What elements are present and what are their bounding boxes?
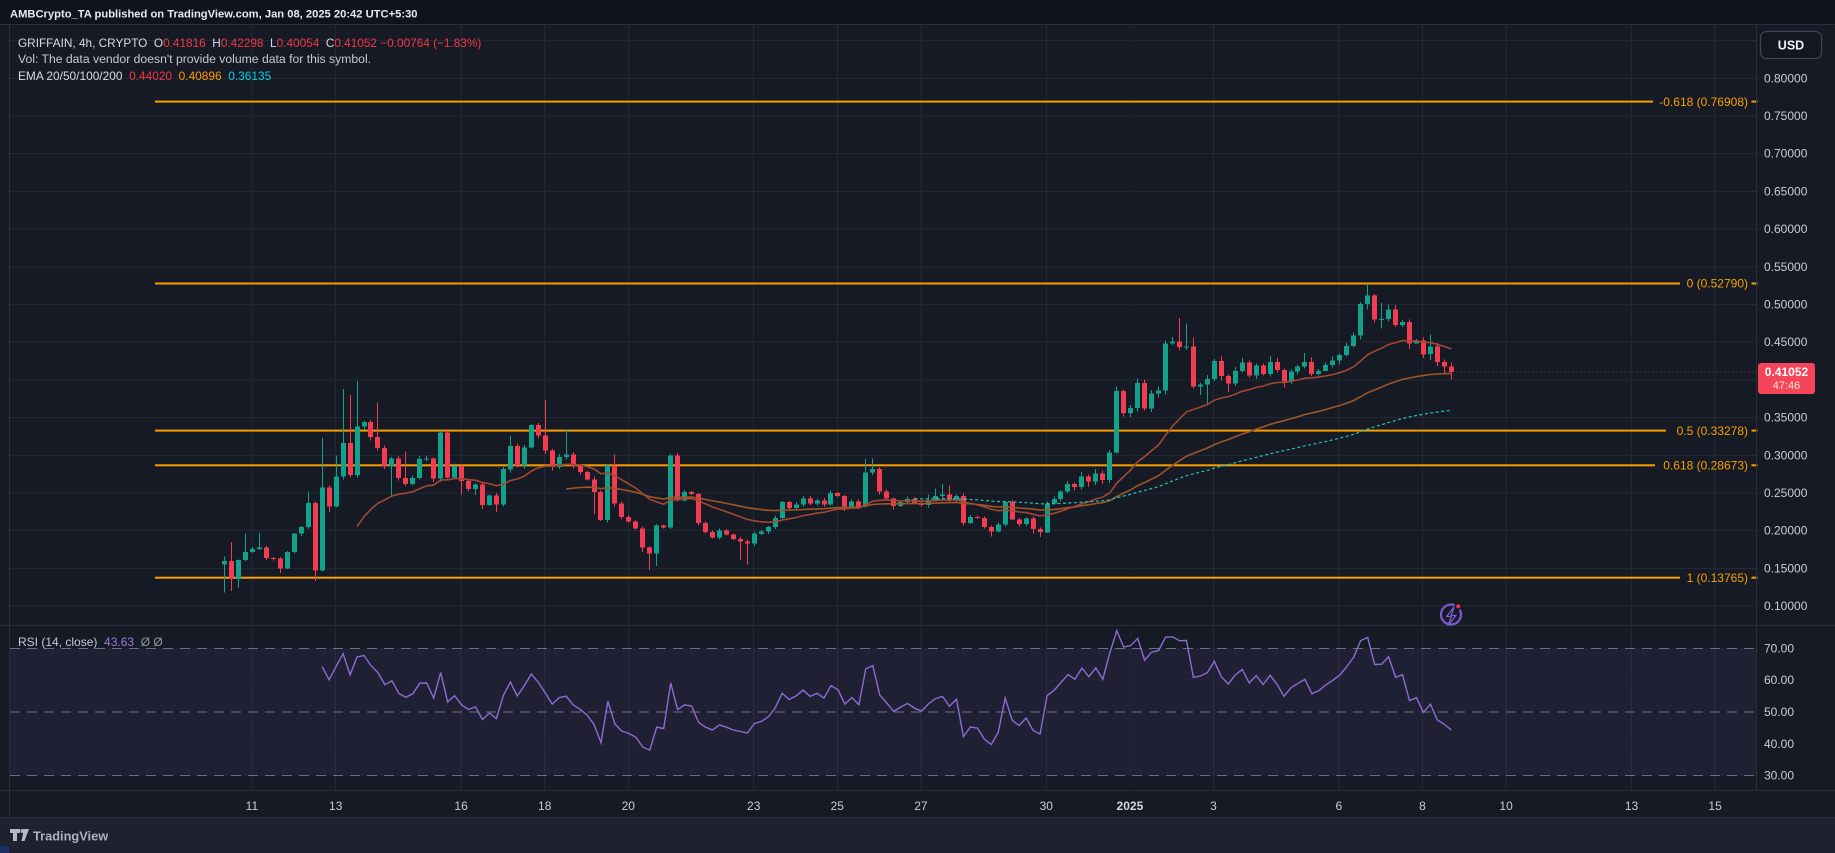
svg-text:13: 13 <box>1625 799 1639 813</box>
svg-text:0.30000: 0.30000 <box>1764 448 1808 462</box>
svg-text:8: 8 <box>1419 799 1426 813</box>
svg-text:27: 27 <box>914 799 928 813</box>
svg-text:Vol: The data vendor doesn't p: Vol: The data vendor doesn't provide vol… <box>18 52 371 66</box>
svg-text:0.35000: 0.35000 <box>1764 411 1808 425</box>
svg-text:RSI (14, close) 43.63 Ø Ø: RSI (14, close) 43.63 Ø Ø <box>18 635 163 649</box>
svg-text:0.45000: 0.45000 <box>1764 335 1808 349</box>
svg-text:-0.618 (0.76908): -0.618 (0.76908) <box>1659 95 1748 109</box>
svg-text:1 (0.13765): 1 (0.13765) <box>1687 571 1748 585</box>
svg-text:3: 3 <box>1210 799 1217 813</box>
svg-text:18: 18 <box>538 799 552 813</box>
svg-text:25: 25 <box>831 799 845 813</box>
svg-text:13: 13 <box>329 799 343 813</box>
svg-text:50.00: 50.00 <box>1764 705 1794 719</box>
svg-text:23: 23 <box>747 799 761 813</box>
svg-text:0.10000: 0.10000 <box>1764 599 1808 613</box>
svg-text:0 (0.52790): 0 (0.52790) <box>1687 277 1748 291</box>
svg-text:0.75000: 0.75000 <box>1764 109 1808 123</box>
svg-text:6: 6 <box>1336 799 1343 813</box>
svg-text:0.618 (0.28673): 0.618 (0.28673) <box>1663 459 1748 473</box>
svg-text:0.5 (0.33278): 0.5 (0.33278) <box>1677 424 1748 438</box>
svg-text:0.50000: 0.50000 <box>1764 298 1808 312</box>
svg-text:0.70000: 0.70000 <box>1764 147 1808 161</box>
svg-text:TradingView: TradingView <box>33 829 108 844</box>
svg-text:30: 30 <box>1040 799 1054 813</box>
svg-text:USD: USD <box>1778 39 1804 53</box>
svg-text:60.00: 60.00 <box>1764 673 1794 687</box>
svg-text:10: 10 <box>1499 799 1513 813</box>
svg-text:70.00: 70.00 <box>1764 641 1794 655</box>
svg-text:EMA 20/50/100/200 0.44020 0.: EMA 20/50/100/200 0.44020 0.40896 0.3613… <box>18 69 272 83</box>
svg-text:40.00: 40.00 <box>1764 737 1794 751</box>
svg-text:15: 15 <box>1708 799 1722 813</box>
svg-text:0.20000: 0.20000 <box>1764 524 1808 538</box>
svg-text:0.65000: 0.65000 <box>1764 184 1808 198</box>
svg-text:0.41052: 0.41052 <box>1765 365 1809 379</box>
svg-text:16: 16 <box>454 799 468 813</box>
svg-text:11: 11 <box>246 799 259 813</box>
svg-text:0.25000: 0.25000 <box>1764 486 1808 500</box>
svg-text:2025: 2025 <box>1117 799 1144 813</box>
svg-text:0.55000: 0.55000 <box>1764 260 1808 274</box>
svg-text:0.60000: 0.60000 <box>1764 222 1808 236</box>
svg-text:20: 20 <box>622 799 636 813</box>
svg-text:0.80000: 0.80000 <box>1764 71 1808 85</box>
svg-text:0.15000: 0.15000 <box>1764 561 1808 575</box>
svg-text:30.00: 30.00 <box>1764 769 1794 783</box>
svg-text:GRIFFAIN, 4h, CRYPTO O0.41816: GRIFFAIN, 4h, CRYPTO O0.41816 H0.42298 L… <box>18 36 481 50</box>
svg-text:AMBCrypto_TA published on Trad: AMBCrypto_TA published on TradingView.co… <box>10 9 418 21</box>
svg-text:47:46: 47:46 <box>1773 380 1801 392</box>
